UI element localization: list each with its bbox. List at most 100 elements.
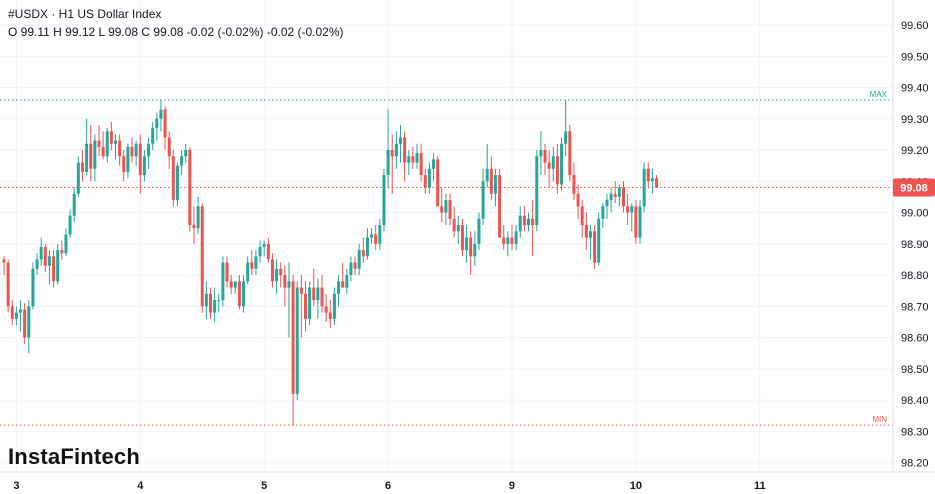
- candle-body: [43, 246, 47, 266]
- candle: [279, 262, 283, 288]
- levels: MAX MIN: [0, 90, 893, 426]
- candle-body: [564, 131, 568, 144]
- x-tick-label: 10: [630, 480, 642, 492]
- candle: [626, 193, 630, 226]
- price-axis[interactable]: 98.20 98.30 98.40 98.50 98.60 98.70 98.80 98.90…: [892, 0, 935, 472]
- candle: [477, 212, 481, 251]
- candle: [2, 256, 6, 276]
- candle-body: [539, 150, 543, 157]
- x-tick-label: 3: [13, 480, 19, 492]
- candle: [374, 225, 378, 251]
- candle-body: [349, 262, 353, 276]
- candle-body: [308, 287, 312, 319]
- candle-body: [225, 262, 229, 282]
- candle: [130, 137, 134, 163]
- candle-body: [188, 150, 192, 226]
- candle-body: [498, 175, 502, 238]
- candle: [452, 206, 456, 238]
- candle-body: [2, 259, 6, 263]
- candle-body: [85, 143, 89, 172]
- candle: [237, 275, 241, 310]
- candle-body: [283, 275, 287, 288]
- candle: [155, 112, 159, 141]
- candle-body: [407, 156, 411, 163]
- candle-body: [506, 237, 510, 244]
- candle: [605, 193, 609, 219]
- candle: [510, 225, 514, 251]
- y-tick-label: 98.80: [901, 270, 929, 282]
- candle: [460, 218, 464, 257]
- candle-body: [527, 218, 531, 226]
- candle: [43, 243, 47, 272]
- candle-body: [109, 131, 113, 144]
- y-tick-label: 98.30: [901, 426, 929, 438]
- candle: [171, 150, 175, 207]
- candle-body: [460, 225, 464, 251]
- candle: [353, 256, 357, 276]
- candle-body: [233, 281, 237, 288]
- candle-body: [320, 287, 324, 307]
- candle: [601, 203, 605, 229]
- candle-body: [101, 146, 105, 157]
- candle: [345, 268, 349, 294]
- candle-body: [52, 256, 56, 282]
- y-tick-label: 99.20: [901, 145, 929, 157]
- candle-body: [27, 306, 31, 338]
- candle-body: [118, 140, 122, 157]
- candle-body: [151, 128, 155, 144]
- candle: [105, 128, 109, 163]
- candle-body: [6, 262, 10, 307]
- candle: [93, 134, 97, 182]
- candle-body: [440, 206, 444, 213]
- candle: [411, 146, 415, 169]
- candle: [518, 206, 522, 238]
- candle: [258, 240, 262, 263]
- candle: [448, 193, 452, 226]
- candle-body: [448, 200, 452, 219]
- candle: [341, 262, 345, 288]
- candle: [175, 162, 179, 207]
- candle: [386, 109, 390, 188]
- candle: [188, 146, 192, 232]
- candle: [233, 281, 237, 294]
- candle-body: [444, 200, 448, 213]
- candle: [370, 228, 374, 244]
- candle-body: [64, 234, 68, 254]
- candle: [572, 162, 576, 201]
- candle-body: [436, 159, 440, 207]
- candle-body: [229, 281, 233, 288]
- candle-body: [345, 275, 349, 288]
- candle: [555, 143, 559, 194]
- candle-body: [419, 153, 423, 176]
- candle: [122, 150, 126, 182]
- candle: [609, 187, 613, 213]
- candle: [506, 231, 510, 257]
- candle: [184, 143, 188, 163]
- candle: [378, 218, 382, 251]
- candle: [283, 265, 287, 307]
- candle-body: [324, 306, 328, 313]
- candle-body: [642, 168, 646, 207]
- candle-body: [35, 259, 39, 269]
- candle-body: [291, 281, 295, 394]
- time-axis[interactable]: 3 4 5 6 9 10 11: [0, 471, 935, 492]
- candle: [498, 168, 502, 238]
- candle-body: [171, 156, 175, 201]
- candle-body: [60, 250, 64, 254]
- candle: [564, 100, 568, 157]
- candle: [481, 168, 485, 226]
- candle-body: [221, 262, 225, 301]
- candle-body: [361, 250, 365, 257]
- candle-body: [568, 131, 572, 176]
- candle-body: [576, 193, 580, 207]
- y-tick-label: 98.70: [901, 301, 929, 313]
- candle: [308, 281, 312, 326]
- instafintech-logo: InstaFintech: [8, 444, 140, 469]
- candle: [337, 275, 341, 307]
- candle: [200, 203, 204, 313]
- candle-body: [105, 131, 109, 157]
- y-tick-label: 98.20: [901, 458, 929, 470]
- candle: [250, 250, 254, 276]
